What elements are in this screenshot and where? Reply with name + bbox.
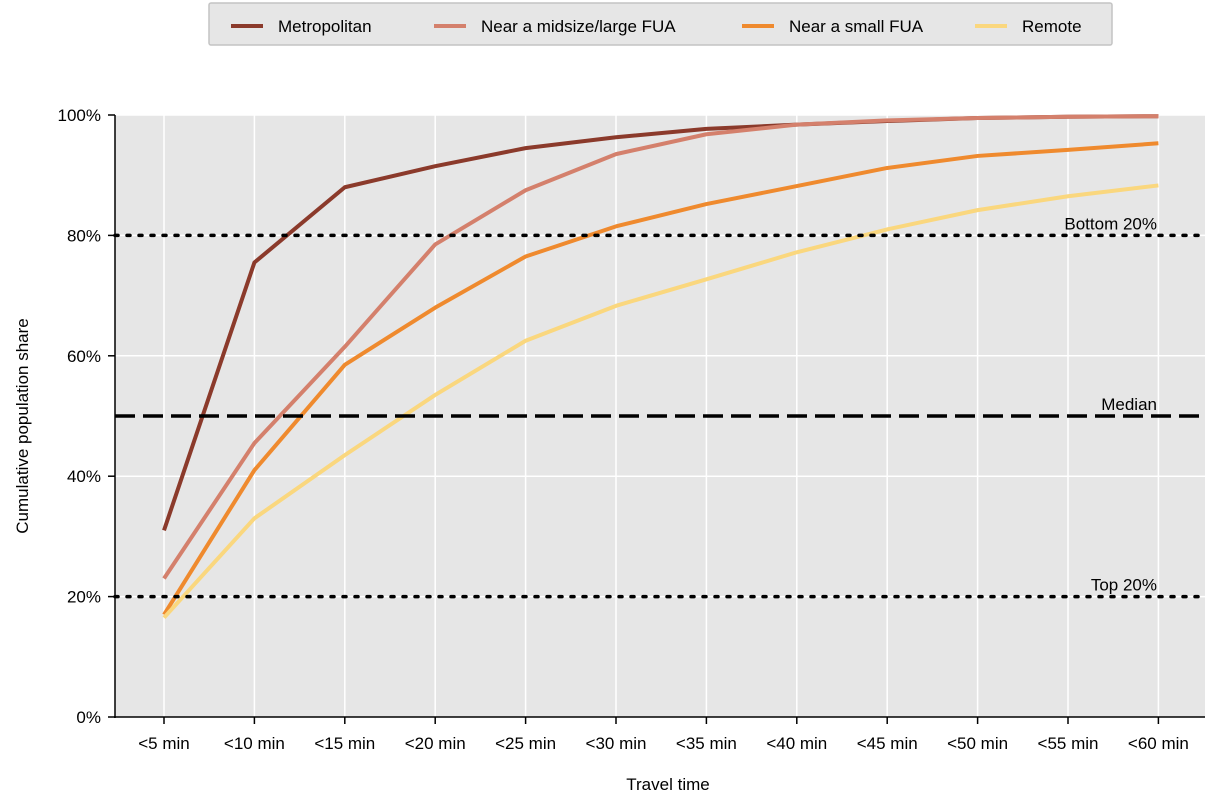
x-tick-label: <45 min (857, 734, 918, 753)
x-tick-label: <20 min (405, 734, 466, 753)
x-tick-label: <15 min (314, 734, 375, 753)
reference-line-label: Median (1101, 395, 1157, 414)
legend-label: Metropolitan (278, 17, 372, 36)
y-tick-label: 80% (67, 226, 101, 245)
x-tick-label: <30 min (586, 734, 647, 753)
y-tick-label: 0% (76, 708, 101, 727)
y-tick-label: 40% (67, 467, 101, 486)
x-tick-label: <40 min (766, 734, 827, 753)
legend-label: Near a midsize/large FUA (481, 17, 676, 36)
legend-label: Remote (1022, 17, 1082, 36)
x-tick-label: <60 min (1128, 734, 1189, 753)
series-line (162, 114, 1159, 580)
y-tick-label: 20% (67, 588, 101, 607)
x-tick-label: <50 min (947, 734, 1008, 753)
x-tick-label: <25 min (495, 734, 556, 753)
reference-line-label: Top 20% (1091, 576, 1157, 595)
series-line (162, 141, 1159, 616)
series-line (162, 183, 1159, 620)
legend-label: Near a small FUA (789, 17, 924, 36)
x-tick-label: <35 min (676, 734, 737, 753)
y-tick-label: 60% (67, 347, 101, 366)
x-tick-label: <55 min (1038, 734, 1099, 753)
x-axis-title: Travel time (626, 775, 709, 794)
y-tick-label: 100% (58, 106, 101, 125)
legend-box (208, 2, 1113, 46)
reference-line-label: Bottom 20% (1064, 214, 1157, 233)
y-axis-title: Cumulative population share (13, 318, 32, 533)
x-tick-label: <5 min (138, 734, 190, 753)
x-tick-label: <10 min (224, 734, 285, 753)
